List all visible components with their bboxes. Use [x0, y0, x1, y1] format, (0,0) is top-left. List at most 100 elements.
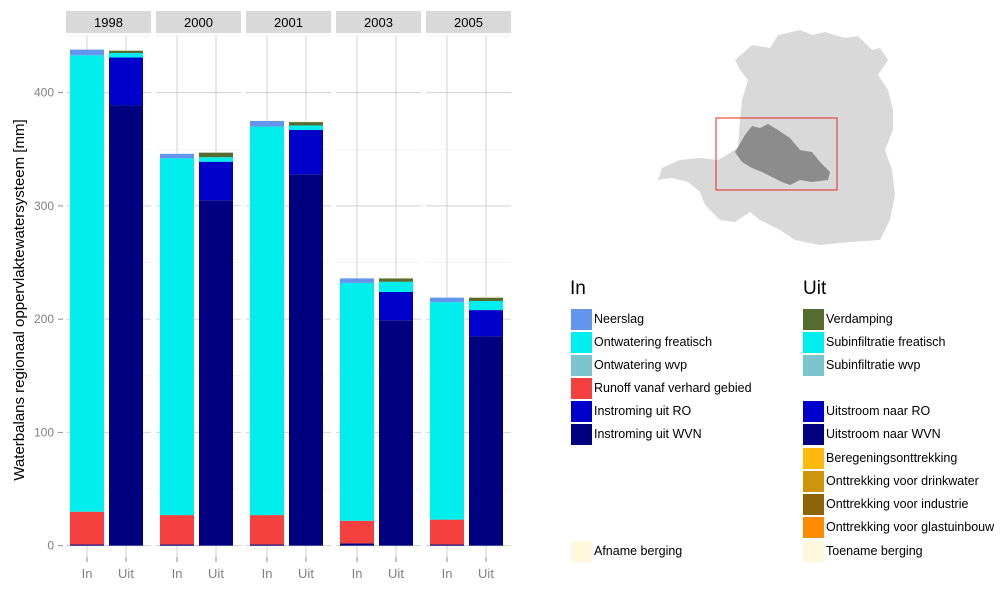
- legend-swatch: [571, 309, 592, 330]
- x-tick-label: In: [442, 566, 453, 581]
- x-tick-label: In: [82, 566, 93, 581]
- bar-segment: [160, 154, 194, 159]
- legend-swatch: [803, 424, 824, 445]
- x-tick-label: Uit: [118, 566, 134, 581]
- legend-label: Afname berging: [594, 544, 682, 558]
- legend-swatch: [803, 401, 824, 422]
- legend-item: Toename berging: [803, 540, 923, 562]
- bar-segment: [70, 55, 104, 511]
- bar-segment: [160, 515, 194, 544]
- legend-label: Subinfiltratie wvp: [826, 358, 921, 372]
- legend-label: Instroming uit RO: [594, 404, 691, 418]
- legend-label: Ontwatering wvp: [594, 358, 687, 372]
- legend-label: Neerslag: [594, 312, 644, 326]
- legend-item: Onttrekking voor industrie: [803, 493, 968, 515]
- legend-label: Runoff vanaf verhard gebied: [594, 381, 752, 395]
- legend-label: Onttrekking voor glastuinbouw: [826, 520, 994, 534]
- bar-segment: [199, 162, 233, 201]
- facet-strip-label: 1998: [94, 15, 123, 30]
- facet-strip-label: 2005: [454, 15, 483, 30]
- legend-label: Ontwatering freatisch: [594, 335, 712, 349]
- bar-segment: [379, 277, 413, 278]
- legend-swatch: [571, 424, 592, 445]
- legend-label: Beregeningsonttrekking: [826, 451, 957, 465]
- bar-segment: [430, 520, 464, 545]
- y-tick-label: 100: [34, 425, 54, 439]
- bar-segment: [199, 157, 233, 162]
- facet-strip-label: 2000: [184, 15, 213, 30]
- legend-label: Verdamping: [826, 312, 893, 326]
- legend-item: Neerslag: [571, 308, 644, 330]
- bar-segment: [70, 545, 104, 546]
- x-tick-label: Uit: [388, 566, 404, 581]
- y-axis-title: Waterbalans regionaal oppervlaktewatersy…: [11, 119, 28, 480]
- bar-segment: [70, 512, 104, 545]
- y-tick-label: 300: [34, 199, 54, 213]
- legend-swatch: [571, 378, 592, 399]
- x-tick-label: Uit: [298, 566, 314, 581]
- province-shape: [658, 30, 895, 245]
- facet-strip-label: 2001: [274, 15, 303, 30]
- bar-segment: [289, 130, 323, 174]
- bar-segment: [379, 278, 413, 281]
- legend-title-in: In: [570, 278, 586, 300]
- y-tick-label: 400: [34, 86, 54, 100]
- x-tick-label: Uit: [208, 566, 224, 581]
- bar-segment: [340, 278, 374, 283]
- bar-segment: [430, 298, 464, 303]
- legend-swatch: [803, 517, 824, 538]
- bar-segment: [469, 336, 503, 546]
- bar-segment: [199, 153, 233, 158]
- facet-panel-2005: 2005 In Uit: [426, 11, 511, 581]
- legend-swatch: [803, 541, 824, 562]
- legend-label: Instroming uit WVN: [594, 427, 702, 441]
- legend-swatch: [571, 355, 592, 376]
- legend-label: Uitstroom naar WVN: [826, 427, 941, 441]
- legend-swatch: [803, 309, 824, 330]
- facet-panel-2003: 2003 In Uit: [336, 11, 421, 581]
- x-tick-label: In: [262, 566, 273, 581]
- bar-segment: [109, 105, 143, 546]
- legend-swatch: [803, 471, 824, 492]
- bar-segment: [289, 125, 323, 130]
- legend-item: Verdamping: [803, 308, 893, 330]
- legend-item: Instroming uit WVN: [571, 423, 702, 445]
- bar-segment: [340, 283, 374, 521]
- bar-segment: [109, 58, 143, 106]
- legend-item: Runoff vanaf verhard gebied: [571, 377, 752, 399]
- bar-segment: [469, 297, 503, 298]
- legend-swatch: [803, 355, 824, 376]
- bar-segment: [469, 301, 503, 310]
- bar-segment: [250, 121, 284, 127]
- bar-segment: [469, 310, 503, 336]
- legend-label: Onttrekking voor drinkwater: [826, 474, 979, 488]
- legend-item: Instroming uit RO: [571, 400, 691, 422]
- bar-segment: [379, 292, 413, 320]
- legend-item: Beregeningsonttrekking: [803, 447, 957, 469]
- x-tick-label: In: [172, 566, 183, 581]
- bar-segment: [379, 282, 413, 292]
- legend-item: Subinfiltratie freatisch: [803, 331, 946, 353]
- y-axis-ticks: 0 100 200 300 400: [34, 86, 63, 553]
- legend-label: Onttrekking voor industrie: [826, 497, 968, 511]
- legend-label: Uitstroom naar RO: [826, 404, 930, 418]
- legend-label: Subinfiltratie freatisch: [826, 335, 946, 349]
- x-tick-label: In: [352, 566, 363, 581]
- highlighted-region: [735, 124, 830, 185]
- legend-swatch: [803, 494, 824, 515]
- bar-segment: [250, 545, 284, 546]
- bar-segment: [340, 543, 374, 545]
- bar-segment: [70, 50, 104, 56]
- legend-item: Ontwatering freatisch: [571, 331, 712, 353]
- bar-segment: [289, 122, 323, 125]
- bar-segment: [430, 302, 464, 519]
- legend-swatch: [803, 448, 824, 469]
- bar-segment: [340, 521, 374, 544]
- legend-swatch: [571, 541, 592, 562]
- legend-item: Afname berging: [571, 540, 682, 562]
- bar-segment: [160, 158, 194, 515]
- y-tick-label: 200: [34, 312, 54, 326]
- legend-item: Onttrekking voor glastuinbouw: [803, 516, 994, 538]
- bar-segment: [469, 298, 503, 301]
- waterbalans-chart: Waterbalans regionaal oppervlaktewatersy…: [0, 0, 560, 592]
